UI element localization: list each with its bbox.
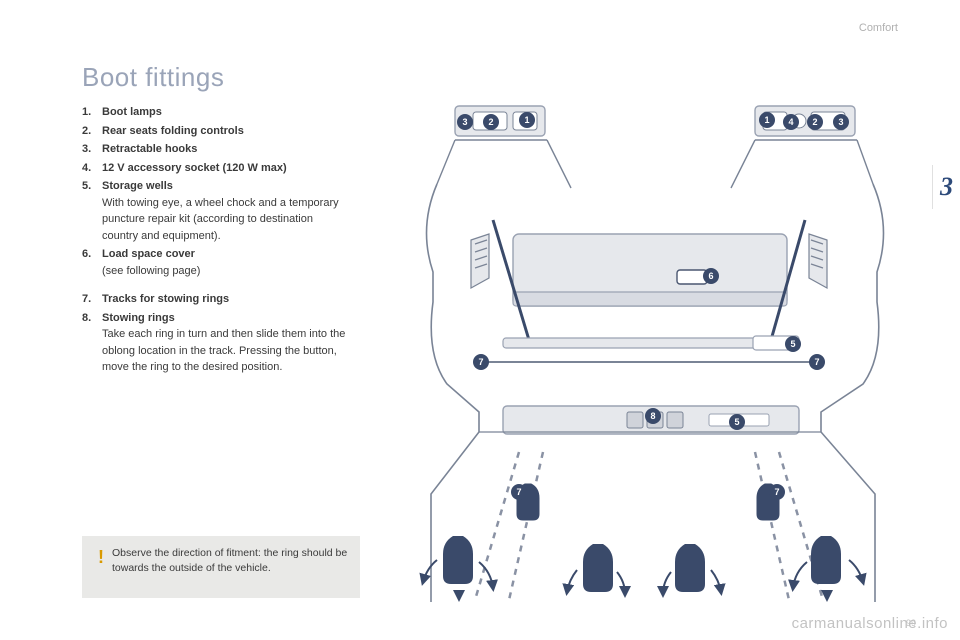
fittings-list: 1.Boot lamps2.Rear seats folding control… [82, 104, 352, 378]
item-number: 4. [82, 160, 102, 177]
item-number: 2. [82, 123, 102, 140]
callout-7: 7 [473, 354, 489, 370]
item-label: Boot lamps [102, 106, 162, 118]
item-desc: (see following page) [102, 263, 352, 280]
section-label: Comfort [859, 22, 898, 34]
item-body: Boot lamps [102, 104, 352, 121]
page-number: 99 [906, 618, 916, 628]
svg-text:1: 1 [764, 115, 769, 125]
svg-text:4: 4 [788, 117, 793, 127]
list-item: 6.Load space cover (see following page) [82, 246, 352, 279]
item-desc: With towing eye, a wheel chock and a tem… [102, 195, 352, 245]
warning-icon: ! [90, 548, 112, 566]
warning-text: Observe the direction of fitment: the ri… [112, 546, 348, 576]
item-body: 12 V accessory socket (120 W max) [102, 160, 352, 177]
svg-text:6: 6 [708, 271, 713, 281]
item-label: Tracks for stowing rings [102, 293, 229, 305]
callout-7: 7 [809, 354, 825, 370]
warning-box: ! Observe the direction of fitment: the … [82, 536, 360, 598]
item-number: 6. [82, 246, 102, 279]
boot-diagram: 3 2 1 1 4 2 3 6 5 7 7 8 5 7 7 [375, 92, 915, 602]
item-label: 12 V accessory socket (120 W max) [102, 162, 287, 174]
item-number: 3. [82, 141, 102, 158]
watermark: carmanualsonline.info [792, 615, 948, 632]
svg-text:7: 7 [478, 357, 483, 367]
callout-6: 6 [703, 268, 719, 284]
list-item: 2.Rear seats folding controls [82, 123, 352, 140]
item-body: Stowing rings Take each ring in turn and … [102, 310, 352, 376]
callout-1: 1 [759, 112, 775, 128]
item-body: Retractable hooks [102, 141, 352, 158]
svg-text:2: 2 [812, 117, 817, 127]
callout-3: 3 [833, 114, 849, 130]
callout-2: 2 [483, 114, 499, 130]
item-label: Load space cover [102, 248, 195, 260]
item-label: Rear seats folding controls [102, 125, 244, 137]
callout-3: 3 [457, 114, 473, 130]
callout-2: 2 [807, 114, 823, 130]
item-label: Storage wells [102, 180, 173, 192]
callout-5: 5 [785, 336, 801, 352]
callout-7: 7 [511, 484, 527, 500]
svg-text:7: 7 [516, 487, 521, 497]
item-number: 8. [82, 310, 102, 376]
list-item: 1.Boot lamps [82, 104, 352, 121]
svg-text:5: 5 [734, 417, 739, 427]
item-body: Rear seats folding controls [102, 123, 352, 140]
callout-5: 5 [729, 414, 745, 430]
item-label: Retractable hooks [102, 143, 197, 155]
item-desc: Take each ring in turn and then slide th… [102, 326, 352, 376]
item-label: Stowing rings [102, 312, 175, 324]
item-number: 5. [82, 178, 102, 244]
callout-7: 7 [769, 484, 785, 500]
chapter-tab: 3 [932, 165, 960, 209]
svg-text:1: 1 [524, 115, 529, 125]
svg-text:3: 3 [462, 117, 467, 127]
item-number: 1. [82, 104, 102, 121]
svg-text:7: 7 [814, 357, 819, 367]
item-number: 7. [82, 291, 102, 308]
chapter-number: 3 [940, 172, 953, 202]
list-item: 7.Tracks for stowing rings [82, 291, 352, 308]
svg-text:5: 5 [790, 339, 795, 349]
svg-text:7: 7 [774, 487, 779, 497]
svg-text:2: 2 [488, 117, 493, 127]
list-item: 3.Retractable hooks [82, 141, 352, 158]
item-body: Storage wells With towing eye, a wheel ch… [102, 178, 352, 244]
callout-1: 1 [519, 112, 535, 128]
svg-text:8: 8 [650, 411, 655, 421]
list-item: 8.Stowing rings Take each ring in turn an… [82, 310, 352, 376]
page-title: Boot fittings [82, 62, 224, 93]
callout-8: 8 [645, 408, 661, 424]
callout-4: 4 [783, 114, 799, 130]
item-body: Tracks for stowing rings [102, 291, 352, 308]
list-item: 4.12 V accessory socket (120 W max) [82, 160, 352, 177]
svg-text:3: 3 [838, 117, 843, 127]
item-body: Load space cover (see following page) [102, 246, 352, 279]
list-item: 5.Storage wells With towing eye, a wheel … [82, 178, 352, 244]
